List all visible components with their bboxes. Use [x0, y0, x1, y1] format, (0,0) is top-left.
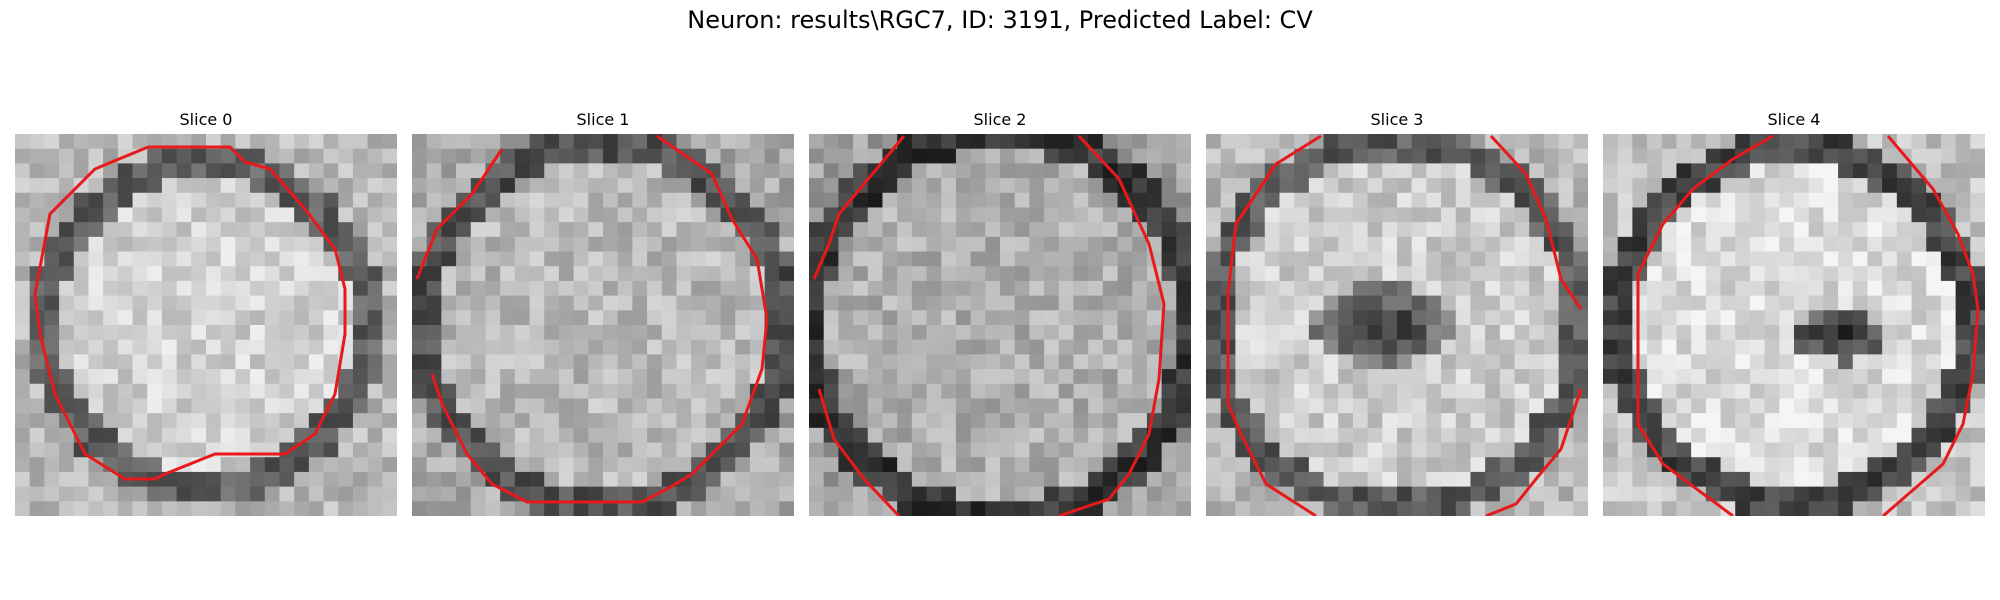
contour-line [812, 135, 906, 280]
contour-line [817, 388, 901, 516]
slice-title: Slice 0 [179, 110, 233, 129]
slice-panel-1: Slice 1 [412, 110, 794, 516]
pixel-grid [1603, 134, 1985, 516]
contour-line [1882, 135, 1980, 516]
pixel-grid [1206, 134, 1588, 516]
figure-title: Neuron: results\RGC7, ID: 3191, Predicte… [687, 6, 1313, 34]
contour-line [33, 145, 347, 481]
slice-title: Slice 4 [1767, 110, 1821, 129]
contour-line [1058, 134, 1166, 516]
contour-line [1489, 134, 1583, 310]
contour-line [1636, 134, 1774, 516]
pixel-grid [809, 134, 1191, 516]
slice-title: Slice 1 [576, 110, 630, 129]
slice-image [1603, 134, 1985, 516]
slice-panel-0: Slice 0 [15, 110, 397, 516]
pixel-grid [15, 134, 397, 516]
pixel-grid [412, 134, 794, 516]
contour-line [1226, 134, 1322, 516]
slice-image [1206, 134, 1588, 516]
slice-title: Slice 3 [1370, 110, 1424, 129]
slice-panel-3: Slice 3 [1206, 110, 1588, 516]
slice-panel-2: Slice 2 [809, 110, 1191, 516]
slice-panel-4: Slice 4 [1603, 110, 1985, 516]
slice-image [15, 134, 397, 516]
slice-image [809, 134, 1191, 516]
contour-line [1485, 388, 1583, 516]
contour-line [415, 148, 504, 280]
slice-title: Slice 2 [973, 110, 1027, 129]
slice-image [412, 134, 794, 516]
contour-line [430, 134, 769, 504]
